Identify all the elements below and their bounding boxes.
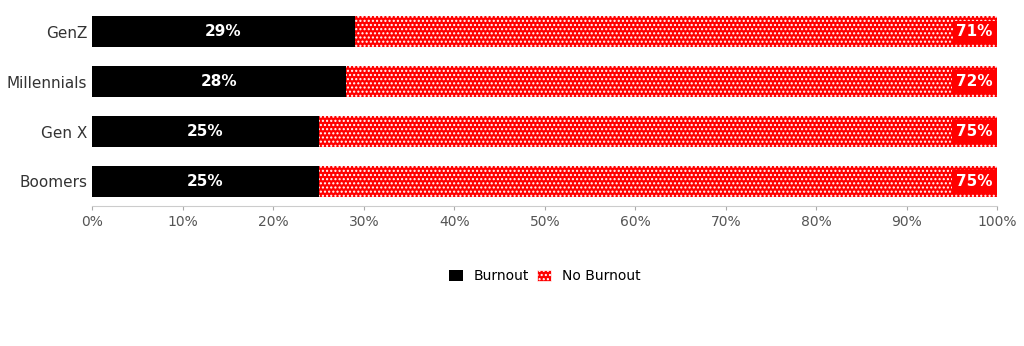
Text: 72%: 72% [956, 74, 993, 89]
Text: 25%: 25% [187, 124, 223, 139]
Bar [318, 166, 997, 197]
Text: 28%: 28% [201, 74, 238, 89]
Text: 29%: 29% [205, 24, 242, 39]
Bar [92, 116, 318, 147]
Text: 71%: 71% [956, 24, 993, 39]
Bar [92, 166, 318, 197]
Text: 75%: 75% [956, 124, 993, 139]
Legend: Burnout, No Burnout: Burnout, No Burnout [449, 269, 641, 283]
Bar [354, 16, 997, 47]
Text: 75%: 75% [956, 174, 993, 189]
Bar [318, 116, 997, 147]
Bar [92, 66, 346, 97]
Text: 25%: 25% [187, 174, 223, 189]
Bar [92, 16, 354, 47]
Bar [346, 66, 997, 97]
